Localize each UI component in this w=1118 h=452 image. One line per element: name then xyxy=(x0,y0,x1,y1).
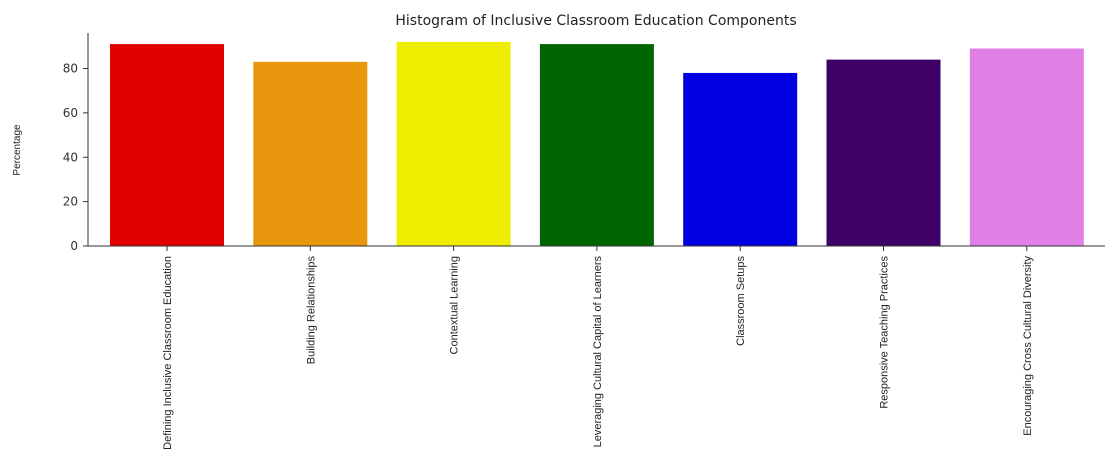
chart-title: Histogram of Inclusive Classroom Educati… xyxy=(395,13,796,29)
x-tick-label: Leveraging Cultural Capital of Learners xyxy=(592,256,604,448)
bar xyxy=(253,61,368,246)
y-tick-label: 40 xyxy=(63,150,78,164)
x-tick-label: Building Relationships xyxy=(305,256,317,365)
x-axis-tick-labels: Defining Inclusive Classroom Education Bu… xyxy=(162,246,1034,450)
y-axis-ticks: 0 20 40 60 80 xyxy=(63,62,88,253)
bar xyxy=(110,44,224,246)
x-tick-label: Encouraging Cross Cultural Diversity xyxy=(1022,256,1034,436)
x-tick-label: Responsive Teaching Practices xyxy=(879,256,891,409)
x-tick-label: Classroom Setups xyxy=(735,256,747,346)
bar xyxy=(969,48,1084,246)
bar xyxy=(396,41,511,246)
bar xyxy=(683,72,798,246)
bar xyxy=(826,59,941,246)
bar xyxy=(539,44,654,246)
y-axis-label: Percentage xyxy=(12,124,23,176)
bars xyxy=(110,41,1084,246)
y-tick-label: 60 xyxy=(63,106,78,120)
y-tick-label: 0 xyxy=(70,239,78,253)
y-tick-label: 80 xyxy=(63,62,78,76)
x-tick-label: Contextual Learning xyxy=(449,256,461,354)
x-tick-label: Defining Inclusive Classroom Education xyxy=(162,256,174,450)
y-tick-label: 20 xyxy=(63,195,78,209)
